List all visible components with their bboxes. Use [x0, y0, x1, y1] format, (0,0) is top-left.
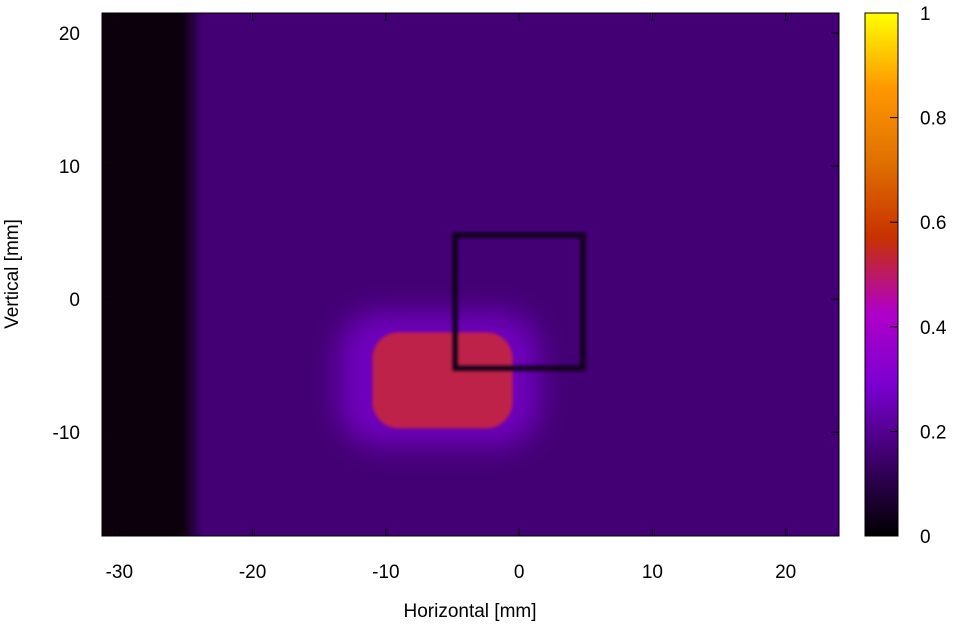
plot-frame — [101, 12, 840, 537]
x-tick-label: -20 — [239, 562, 266, 583]
x-tick-label: 10 — [642, 562, 663, 583]
colorbar-gradient — [864, 12, 899, 537]
colorbar-tick-label: 0.8 — [920, 109, 946, 130]
y-tick-label: 0 — [69, 290, 80, 311]
colorbar-tick-label: 0.2 — [920, 422, 946, 443]
x-tick-label: -30 — [106, 562, 133, 583]
colorbar-tick-label: 0.4 — [920, 318, 947, 339]
heatmap-hot-spot — [372, 332, 513, 429]
colorbar-tick-label: 1 — [920, 4, 931, 25]
y-tick-label: -10 — [53, 423, 80, 444]
y-axis: -10 0 10 20 — [53, 24, 839, 444]
x-tick-label: -10 — [372, 562, 399, 583]
heatmap-dark-region — [102, 13, 193, 536]
colorbar: 0 0.2 0.4 0.6 0.8 1 — [864, 4, 947, 548]
target-square-frame — [452, 232, 586, 371]
x-tick-label: 20 — [775, 562, 796, 583]
x-axis: -30 -20 -10 0 10 20 — [106, 13, 796, 583]
x-axis-label: Horizontal [mm] — [403, 601, 536, 622]
heatmap-background — [102, 13, 839, 536]
colorbar-ticks: 0 0.2 0.4 0.6 0.8 1 — [890, 4, 947, 548]
x-tick-label: 0 — [514, 562, 525, 583]
y-tick-label: 20 — [59, 24, 80, 45]
heatmap-plot-area — [102, 13, 839, 536]
colorbar-tick-label: 0 — [920, 527, 931, 548]
colorbar-tick-label: 0.6 — [920, 213, 946, 234]
y-axis-label: Vertical [mm] — [2, 219, 23, 329]
y-tick-label: 10 — [59, 157, 80, 178]
